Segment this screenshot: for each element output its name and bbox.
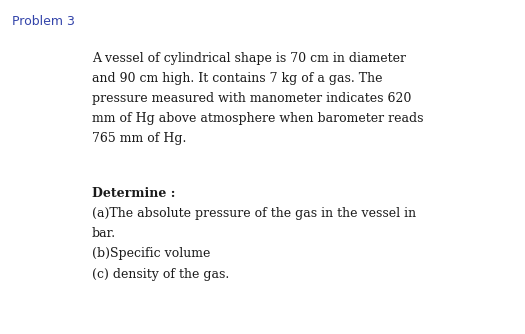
Text: (c) density of the gas.: (c) density of the gas. — [92, 268, 229, 281]
Text: Problem 3: Problem 3 — [12, 15, 75, 28]
Text: and 90 cm high. It contains 7 kg of a gas. The: and 90 cm high. It contains 7 kg of a ga… — [92, 72, 382, 85]
Text: 765 mm of Hg.: 765 mm of Hg. — [92, 132, 186, 145]
Text: mm of Hg above atmosphere when barometer reads: mm of Hg above atmosphere when barometer… — [92, 112, 423, 125]
Text: bar.: bar. — [92, 227, 116, 240]
Text: (b)Specific volume: (b)Specific volume — [92, 247, 210, 261]
Text: Determine :: Determine : — [92, 187, 175, 200]
Text: A vessel of cylindrical shape is 70 cm in diameter: A vessel of cylindrical shape is 70 cm i… — [92, 52, 406, 65]
Text: (a)The absolute pressure of the gas in the vessel in: (a)The absolute pressure of the gas in t… — [92, 207, 416, 220]
Text: pressure measured with manometer indicates 620: pressure measured with manometer indicat… — [92, 92, 411, 105]
